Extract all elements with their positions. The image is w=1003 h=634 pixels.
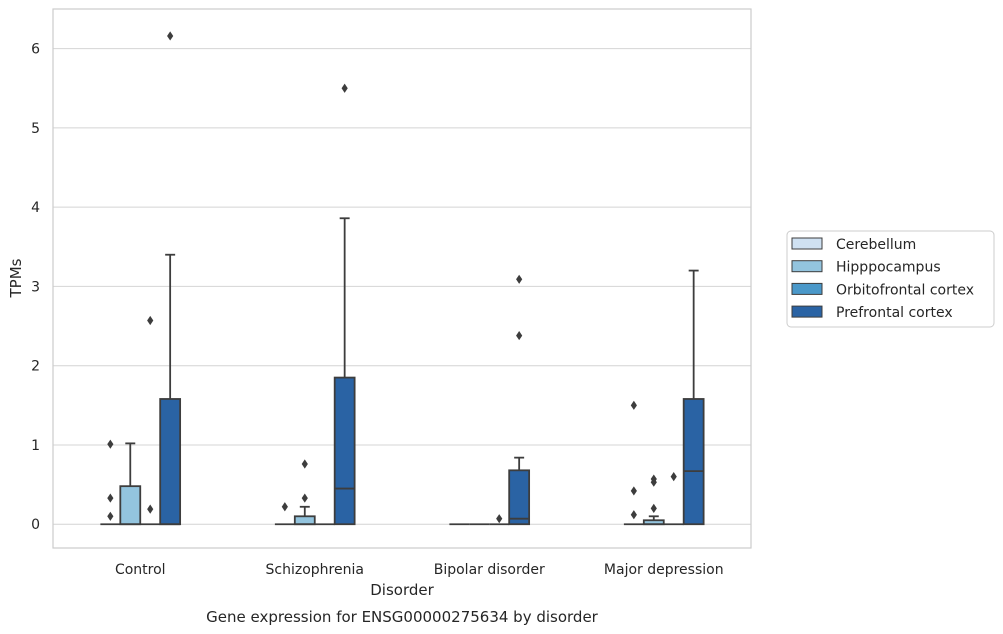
legend-frame [786, 230, 995, 328]
legend-swatch [791, 305, 823, 318]
legend-swatch [791, 260, 823, 273]
box-group [333, 83, 356, 526]
box-group [623, 400, 644, 526]
y-tick-label: 0 [31, 517, 40, 533]
box-group [642, 474, 665, 526]
outlier-point [516, 330, 523, 341]
legend: Cerebellum Hipppocampus Orbitofrontal cort… [786, 230, 995, 328]
x-tick-label: Schizophrenia [266, 562, 364, 578]
box-group [100, 439, 121, 526]
x-tick-label: Control [115, 562, 166, 578]
outlier-point [107, 493, 114, 503]
box-plot-groups [100, 31, 705, 526]
legend-label: Cerebellum [836, 237, 916, 253]
outlier-point [650, 503, 657, 513]
outlier-point [147, 504, 154, 514]
outlier-point [630, 400, 637, 410]
outlier-point [107, 511, 114, 521]
outlier-point [630, 486, 637, 496]
box-group [119, 442, 142, 526]
outlier-point [650, 474, 657, 484]
box-group [293, 459, 316, 526]
box [119, 485, 142, 526]
box-group [159, 31, 182, 526]
box [293, 515, 316, 526]
outlier-point [167, 31, 174, 41]
plot-area-border [52, 8, 752, 549]
outlier-point [516, 274, 523, 284]
box-group [682, 269, 705, 526]
outlier-point [301, 459, 308, 469]
y-tick-label: 4 [31, 200, 40, 216]
y-axis-ticks: 0 1 2 3 4 5 6 [31, 42, 40, 534]
y-axis-label: TPMs [7, 258, 25, 298]
box [159, 398, 182, 526]
outlier-point [281, 502, 288, 512]
x-tick-label: Bipolar disorder [434, 562, 545, 578]
legend-label: Prefrontal cortex [836, 305, 953, 321]
outlier-point [496, 514, 503, 524]
outlier-point [630, 510, 637, 520]
outlier-point [301, 493, 308, 503]
box [333, 376, 356, 526]
outlier-point [670, 472, 677, 482]
box-group [274, 502, 295, 526]
legend-label: Hipppocampus [836, 260, 941, 276]
outlier-point [341, 83, 348, 93]
y-tick-label: 1 [31, 438, 40, 454]
gridlines [53, 48, 751, 525]
y-tick-label: 6 [31, 42, 40, 58]
outlier-point [147, 315, 154, 326]
y-tick-label: 3 [31, 279, 40, 295]
x-axis-label: Disorder [370, 581, 434, 599]
x-axis-ticks: Control Schizophrenia Bipolar disorder Majo… [115, 562, 724, 578]
x-tick-label: Major depression [604, 562, 724, 578]
legend-swatch [791, 282, 823, 295]
box [508, 469, 531, 526]
chart-caption: Gene expression for ENSG00000275634 by d… [206, 608, 599, 626]
y-tick-label: 2 [31, 359, 40, 375]
y-tick-label: 5 [31, 121, 40, 137]
box [682, 398, 705, 526]
outlier-point [107, 439, 114, 449]
box-group [140, 315, 161, 526]
box-group [489, 514, 510, 526]
legend-swatch [791, 237, 823, 250]
box-group [663, 472, 684, 526]
legend-label: Orbitofrontal cortex [836, 282, 974, 298]
box-group [508, 274, 531, 526]
